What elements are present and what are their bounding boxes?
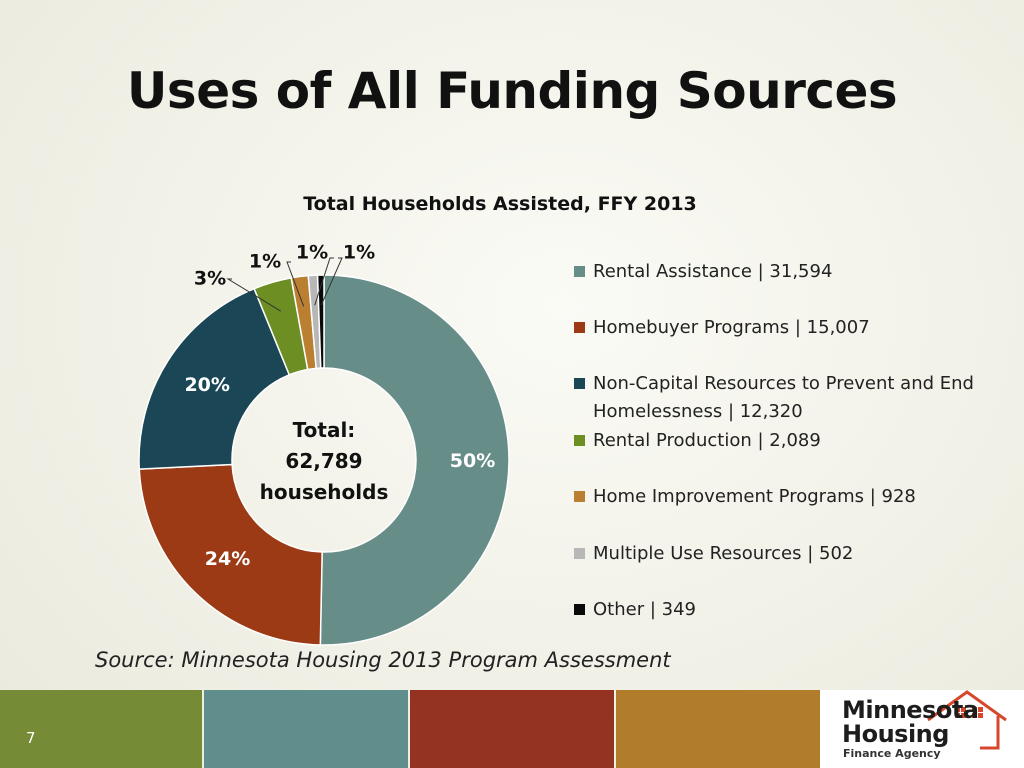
leader-line-rental-production [226, 278, 282, 312]
slice-label-home-improvement-programs: 1% [249, 251, 281, 273]
slice-non-capital-resources [138, 287, 291, 470]
legend-item-homebuyer-programs: Homebuyer Programs | 15,007 [574, 314, 1014, 342]
leader-line-other [320, 257, 343, 306]
donut-center-label: Total: 62,789 households [244, 415, 404, 508]
slice-label-other: 1% [343, 242, 375, 264]
legend-label: Homebuyer Programs | 15,007 [593, 317, 870, 338]
slice-other [316, 274, 325, 369]
legend-swatch [574, 435, 585, 446]
legend-label: Non-Capital Resources to Prevent and End… [593, 373, 974, 422]
legend-swatch [574, 491, 585, 502]
legend-label: Rental Production | 2,089 [593, 430, 821, 451]
legend-label: Multiple Use Resources | 502 [593, 543, 854, 564]
legend-label: Home Improvement Programs | 928 [593, 486, 916, 507]
legend-item-other: Other | 349 [574, 596, 1014, 624]
slice-label-rental-assistance: 50% [450, 450, 495, 472]
legend-item-rental-assistance: Rental Assistance | 31,594 [574, 258, 1014, 286]
page-number: 7 [26, 729, 36, 747]
slice-homebuyer-programs [138, 463, 323, 646]
legend-item-home-improvement-programs: Home Improvement Programs | 928 [574, 483, 1014, 511]
slice-label-homebuyer-programs: 24% [205, 548, 250, 570]
slice-rental-assistance [319, 274, 510, 646]
legend-label: Other | 349 [593, 599, 696, 620]
footer-band-red [410, 690, 614, 768]
logo-text-line-1: Minnesota [842, 696, 979, 724]
legend-swatch [574, 322, 585, 333]
footer-bar [0, 690, 1024, 768]
slice-label-multiple-use-resources: 1% [296, 242, 328, 264]
logo-text-line-3: Finance Agency [843, 747, 941, 760]
footer-band-green [0, 690, 202, 768]
legend-item-multiple-use-resources: Multiple Use Resources | 502 [574, 540, 1014, 568]
logo-text-line-2: Housing [842, 720, 949, 748]
center-label-line-1: Total: [292, 418, 356, 442]
leader-line-home-improvement-programs [286, 261, 305, 307]
slice-label-non-capital-resources: 20% [184, 374, 229, 396]
source-note: Source: Minnesota Housing 2013 Program A… [95, 648, 671, 672]
legend-swatch [574, 266, 585, 277]
center-label-line-2: 62,789 [285, 449, 363, 473]
logo: Minnesota Housing Finance Agency [820, 690, 1024, 768]
slide-title: Uses of All Funding Sources [126, 62, 898, 120]
legend-item-non-capital-resources: Non-Capital Resources to Prevent and End… [574, 370, 1014, 426]
house-logo-icon [927, 690, 1007, 750]
legend-swatch [574, 604, 585, 615]
slice-label-rental-production: 3% [194, 268, 226, 290]
legend-swatch [574, 378, 585, 389]
legend-label: Rental Assistance | 31,594 [593, 261, 833, 282]
chart-title: Total Households Assisted, FFY 2013 [303, 193, 697, 215]
leader-line-multiple-use-resources [314, 257, 334, 306]
footer-band-gold [616, 690, 820, 768]
donut-chart: 50% 24% 20% 3% 1% 1% 1% [138, 242, 510, 646]
legend-item-rental-production: Rental Production | 2,089 [574, 427, 1014, 455]
legend-swatch [574, 548, 585, 559]
footer-band-teal [204, 690, 408, 768]
center-label-line-3: households [259, 480, 389, 504]
